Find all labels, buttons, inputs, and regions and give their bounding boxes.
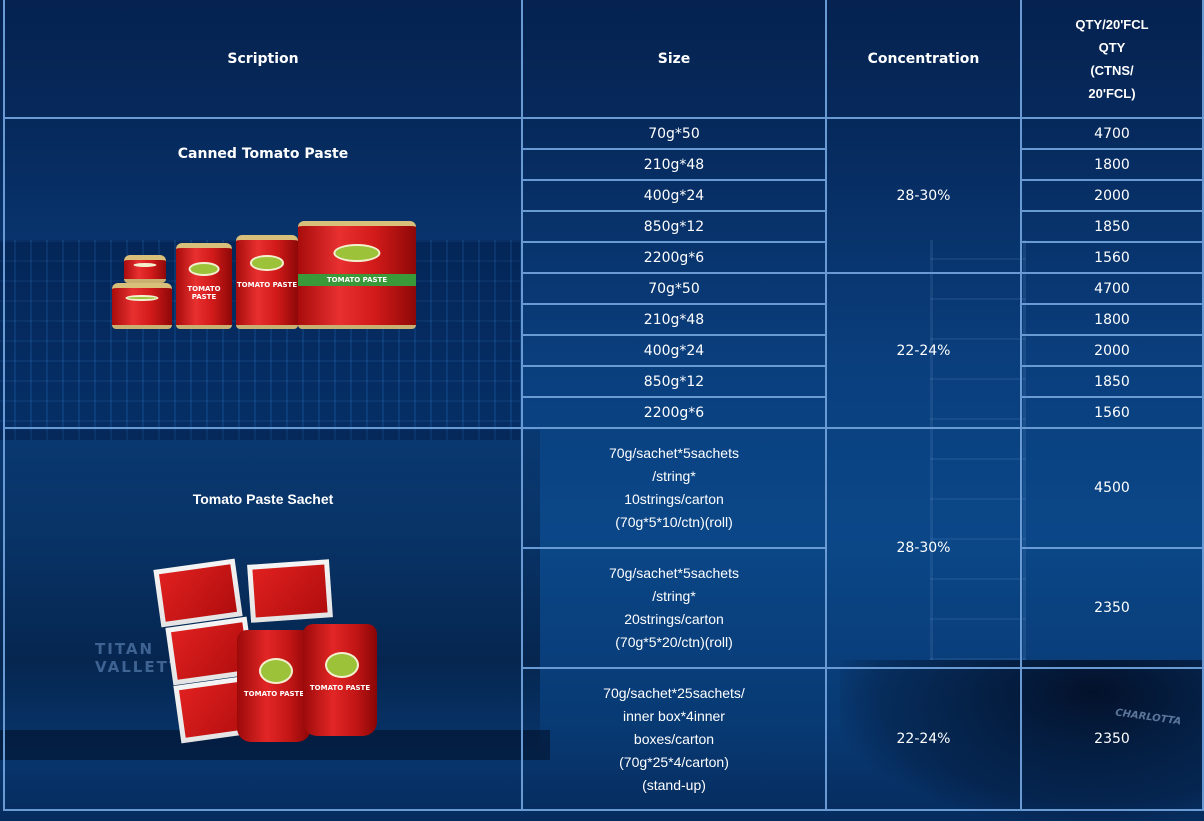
pouch-icon: TOMATO PASTE	[237, 630, 311, 742]
table-row: 850g*12 1850	[4, 210, 1204, 243]
qty-cell: 1850	[1020, 210, 1204, 243]
category-title: Canned Tomato Paste	[177, 146, 349, 162]
table-header-row: Scription Size Concentration QTY/20'FCL …	[3, 0, 1204, 119]
concentration-cell: 28-30%	[825, 117, 1022, 274]
table-row: 70g/sachet*25sachets/ inner box*4inner b…	[4, 667, 1204, 811]
qty-cell: 2350	[1020, 667, 1204, 811]
qty-cell: 2350	[1020, 547, 1204, 669]
qty-cell: 4500	[1020, 427, 1204, 549]
header-size: Size	[521, 0, 827, 119]
size-cell: 400g*24	[521, 179, 827, 212]
table-row: 210g*48 1800	[4, 303, 1204, 336]
size-cell: 850g*12	[521, 365, 827, 398]
size-cell: 2200g*6	[521, 241, 827, 274]
product-spec-table: Scription Size Concentration QTY/20'FCL …	[3, 0, 1204, 811]
header-qty: QTY/20'FCL QTY (CTNS/ 20'FCL)	[1020, 0, 1204, 119]
can-medium-icon: TOMATO PASTE	[176, 243, 232, 329]
qty-cell: 4700	[1020, 117, 1204, 150]
size-cell: 70g/sachet*5sachets /string* 10strings/c…	[521, 427, 827, 549]
can-xlarge-icon: TOMATO PASTE	[298, 221, 416, 329]
table-row: 400g*24 2000	[4, 179, 1204, 212]
size-cell: 210g*48	[521, 148, 827, 181]
size-cell: 400g*24	[521, 334, 827, 367]
qty-cell: 2000	[1020, 179, 1204, 212]
concentration-cell: 28-30%	[825, 427, 1022, 669]
table-row: 70g*50 22-24% 4700	[4, 272, 1204, 429]
qty-cell: 2000	[1020, 334, 1204, 367]
size-cell: 70g*50	[521, 117, 827, 150]
category-canned-tomato-paste: Canned Tomato Paste TOMATO PASTE TOMATO …	[3, 117, 523, 429]
category-tomato-paste-sachet: Tomato Paste Sachet TOMATO PASTE TOMATO …	[3, 427, 523, 811]
size-cell: 2200g*6	[521, 396, 827, 429]
qty-cell: 1560	[1020, 241, 1204, 274]
size-cell: 850g*12	[521, 210, 827, 243]
table-row: 210g*48 1800	[4, 148, 1204, 181]
table-row: 400g*24 2000	[4, 334, 1204, 367]
qty-cell: 1800	[1020, 303, 1204, 336]
tomato-paste-sachet-image: TOMATO PASTE TOMATO PASTE	[153, 558, 387, 744]
table-row: 2200g*6 1560	[4, 241, 1204, 274]
size-cell: 210g*48	[521, 303, 827, 336]
size-cell: 70g*50	[521, 272, 827, 305]
category-title: Tomato Paste Sachet	[192, 491, 334, 507]
qty-cell: 1560	[1020, 396, 1204, 429]
qty-cell: 1850	[1020, 365, 1204, 398]
qty-cell: 1800	[1020, 148, 1204, 181]
qty-cell: 4700	[1020, 272, 1204, 305]
table-row: 2200g*6 1560	[4, 396, 1204, 429]
size-cell: 70g/sachet*5sachets /string* 20strings/c…	[521, 547, 827, 669]
can-small-icon	[112, 283, 172, 329]
table-row: 850g*12 1850	[4, 365, 1204, 398]
sachet-icon	[247, 559, 333, 623]
table-row: Tomato Paste Sachet TOMATO PASTE TOMATO …	[3, 427, 1204, 811]
table-row: 70g/sachet*5sachets /string* 20strings/c…	[4, 547, 1204, 669]
size-cell: 70g/sachet*25sachets/ inner box*4inner b…	[521, 667, 827, 811]
sachet-icon	[153, 558, 243, 628]
table-row: Canned Tomato Paste TOMATO PASTE TOMATO …	[3, 117, 1204, 429]
header-concentration: Concentration	[825, 0, 1022, 119]
canned-tomato-paste-image: TOMATO PASTE TOMATO PASTE TOMATO PASTE	[112, 209, 422, 329]
concentration-cell: 22-24%	[825, 667, 1022, 811]
concentration-cell: 22-24%	[825, 272, 1022, 429]
pouch-icon: TOMATO PASTE	[303, 624, 377, 736]
header-description: Scription	[3, 0, 523, 119]
can-large-icon: TOMATO PASTE	[236, 235, 298, 329]
can-mini-icon	[124, 255, 166, 283]
